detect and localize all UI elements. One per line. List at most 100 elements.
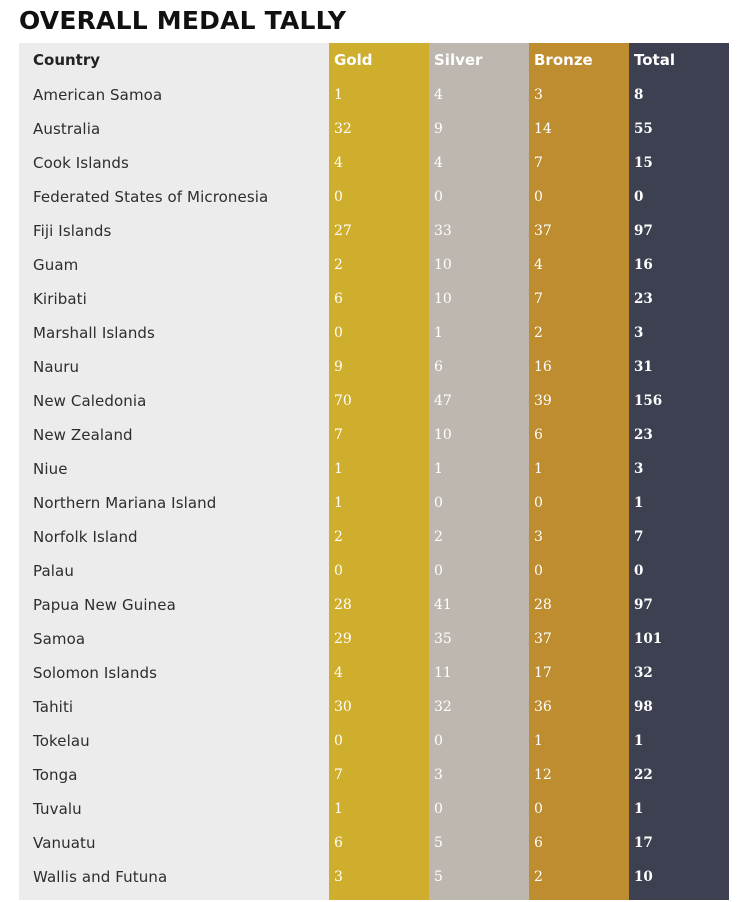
gold-cell: 1: [334, 461, 343, 477]
total-column: Total 8 55 15 0 97 16 23 3 31 156 23 3 1 7 0 97 101 32 98 1…: [629, 43, 729, 900]
gold-cell: 1: [334, 87, 343, 103]
bronze-cell: 12: [534, 767, 552, 783]
bronze-column-header: Bronze: [534, 51, 593, 69]
silver-cell: 1: [434, 461, 443, 477]
bronze-cell: 7: [534, 155, 543, 171]
bronze-cell: 1: [534, 733, 543, 749]
silver-cell: 0: [434, 733, 443, 749]
country-column: Country American Samoa Australia Cook Isla…: [19, 43, 329, 900]
silver-column-header: Silver: [434, 51, 483, 69]
bronze-cell: 4: [534, 257, 543, 273]
total-cell: 22: [634, 767, 653, 783]
silver-cell: 11: [434, 665, 452, 681]
bronze-cell: 28: [534, 597, 552, 613]
gold-column: Gold 1 32 4 0 27 2 6 0 9 70 7 1 1 2 0 28 29 4 30 0 7 1 6 3: [329, 43, 429, 900]
country-cell: Nauru: [33, 358, 80, 376]
gold-cell: 6: [334, 291, 343, 307]
gold-cell: 32: [334, 121, 352, 137]
total-cell: 98: [634, 699, 653, 715]
total-cell: 97: [634, 597, 653, 613]
gold-cell: 6: [334, 835, 343, 851]
silver-cell: 10: [434, 291, 452, 307]
country-cell: Tahiti: [33, 698, 74, 716]
bronze-cell: 1: [534, 461, 543, 477]
country-cell: Solomon Islands: [33, 664, 158, 682]
bronze-cell: 37: [534, 631, 552, 647]
bronze-cell: 0: [534, 495, 543, 511]
silver-cell: 41: [434, 597, 452, 613]
total-cell: 23: [634, 427, 653, 443]
gold-cell: 1: [334, 801, 343, 817]
bronze-cell: 2: [534, 869, 543, 885]
country-cell: Fiji Islands: [33, 222, 112, 240]
bronze-column: Bronze 3 14 7 0 37 4 7 2 16 39 6 1 0 3 0 28 37 17 36 1 12 0 6 2: [529, 43, 629, 900]
total-cell: 32: [634, 665, 653, 681]
silver-cell: 10: [434, 427, 452, 443]
country-cell: Palau: [33, 562, 74, 580]
silver-cell: 1: [434, 325, 443, 341]
country-cell: Federated States of Micronesia: [33, 188, 269, 206]
gold-cell: 4: [334, 155, 343, 171]
bronze-cell: 14: [534, 121, 552, 137]
country-cell: Papua New Guinea: [33, 596, 176, 614]
total-cell: 101: [634, 631, 663, 647]
country-cell: Wallis and Futuna: [33, 868, 168, 886]
silver-cell: 5: [434, 835, 443, 851]
bronze-cell: 7: [534, 291, 543, 307]
bronze-cell: 0: [534, 801, 543, 817]
total-cell: 1: [634, 495, 644, 511]
medal-tally-table: Country American Samoa Australia Cook Isla…: [19, 43, 729, 900]
total-cell: 3: [634, 325, 644, 341]
gold-cell: 28: [334, 597, 352, 613]
page-title: OVERALL MEDAL TALLY: [19, 6, 347, 35]
gold-cell: 2: [334, 257, 343, 273]
country-cell: Guam: [33, 256, 79, 274]
country-cell: Norfolk Island: [33, 528, 138, 546]
country-cell: Niue: [33, 460, 68, 478]
bronze-cell: 39: [534, 393, 552, 409]
silver-cell: 0: [434, 189, 443, 205]
silver-column: Silver 4 9 4 0 33 10 10 1 6 47 10 1 0 2 0 41 35 11 32 0 3 0 5 5: [429, 43, 529, 900]
silver-cell: 33: [434, 223, 452, 239]
bronze-cell: 2: [534, 325, 543, 341]
bronze-cell: 3: [534, 529, 543, 545]
total-cell: 1: [634, 733, 644, 749]
country-cell: Northern Mariana Island: [33, 494, 217, 512]
gold-cell: 2: [334, 529, 343, 545]
bronze-cell: 36: [534, 699, 552, 715]
gold-cell: 7: [334, 427, 343, 443]
country-cell: Marshall Islands: [33, 324, 155, 342]
gold-cell: 29: [334, 631, 352, 647]
total-cell: 31: [634, 359, 653, 375]
silver-cell: 4: [434, 155, 443, 171]
total-cell: 97: [634, 223, 653, 239]
gold-cell: 27: [334, 223, 352, 239]
total-cell: 10: [634, 869, 653, 885]
total-cell: 55: [634, 121, 653, 137]
gold-cell: 9: [334, 359, 343, 375]
total-cell: 1: [634, 801, 644, 817]
country-column-header: Country: [33, 51, 101, 69]
gold-cell: 30: [334, 699, 352, 715]
silver-cell: 0: [434, 495, 443, 511]
country-cell: Tonga: [33, 766, 78, 784]
silver-cell: 35: [434, 631, 452, 647]
total-cell: 8: [634, 87, 644, 103]
country-cell: Australia: [33, 120, 101, 138]
bronze-cell: 0: [534, 563, 543, 579]
silver-cell: 9: [434, 121, 443, 137]
gold-cell: 0: [334, 325, 343, 341]
silver-cell: 4: [434, 87, 443, 103]
total-cell: 3: [634, 461, 644, 477]
gold-cell: 0: [334, 563, 343, 579]
gold-cell: 3: [334, 869, 343, 885]
silver-cell: 0: [434, 563, 443, 579]
silver-cell: 0: [434, 801, 443, 817]
total-cell: 156: [634, 393, 663, 409]
bronze-cell: 6: [534, 835, 543, 851]
silver-cell: 2: [434, 529, 443, 545]
country-cell: Tuvalu: [33, 800, 82, 818]
bronze-cell: 17: [534, 665, 552, 681]
country-cell: Tokelau: [33, 732, 90, 750]
country-cell: Cook Islands: [33, 154, 129, 172]
